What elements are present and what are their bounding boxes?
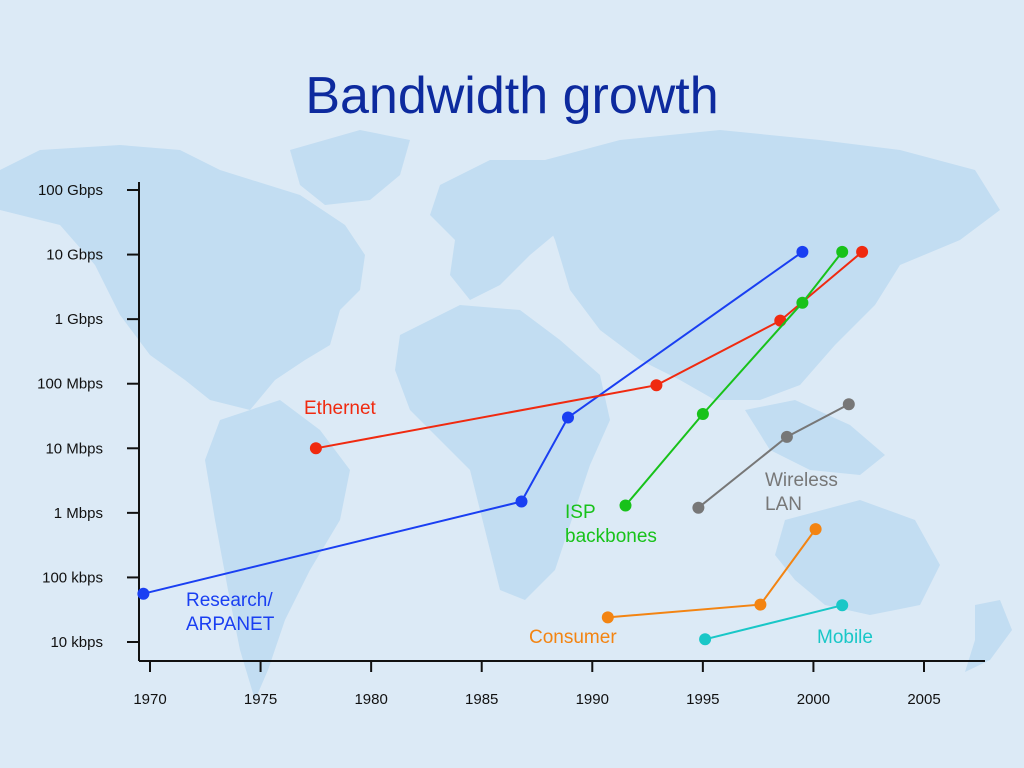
x-tick-label: 1970	[133, 691, 166, 708]
x-tick-label: 2005	[907, 691, 940, 708]
x-tick-label: 1985	[465, 691, 498, 708]
chart-series: Research/ARPANETEthernetISPbackbonesWire…	[137, 245, 873, 648]
y-tick-label: 100 kbps	[42, 569, 103, 586]
series-research-arpanet: Research/ARPANET	[137, 245, 809, 635]
data-point	[836, 599, 849, 612]
y-tick-label: 10 kbps	[50, 634, 103, 651]
data-point	[774, 314, 787, 327]
southeast-asia-shape	[745, 400, 885, 475]
slide-title: Bandwidth growth	[305, 67, 718, 125]
new-zealand-shape	[965, 600, 1012, 672]
data-point	[754, 598, 767, 611]
data-point	[650, 379, 663, 392]
data-point	[619, 499, 632, 512]
series-label-isp-backbones: backbones	[565, 526, 657, 547]
series-isp-backbones: ISP backbones	[565, 245, 849, 547]
series-label-research-arpanet: Research/	[186, 590, 273, 611]
x-tick-label: 1995	[686, 691, 719, 708]
x-tick-label: 1990	[576, 691, 609, 708]
data-point	[699, 633, 712, 646]
series-ethernet: Ethernet	[304, 245, 869, 455]
series-label-consumer: Consumer	[529, 627, 617, 648]
data-point	[796, 245, 809, 258]
data-point	[856, 245, 869, 258]
africa-shape	[395, 305, 610, 600]
series-label-ethernet: Ethernet	[304, 398, 377, 419]
y-tick-label: 100 Mbps	[37, 376, 103, 393]
data-point	[137, 587, 150, 600]
south-america-shape	[205, 400, 350, 700]
data-point	[692, 501, 705, 514]
greenland-shape	[290, 130, 410, 205]
australia-shape	[775, 500, 940, 615]
chart-axes: 10 kbps 100 kbps 1 Mbps 10 Mbps 100 Mbps 1 Gb…	[37, 182, 985, 708]
series-line-isp-backbones	[624, 251, 843, 507]
data-point	[515, 495, 528, 508]
data-point	[809, 523, 822, 536]
series-label-wireless-lan: LAN	[765, 494, 802, 515]
series-label-research-arpanet: ARPANET	[186, 614, 275, 635]
world-map-background	[0, 130, 1012, 700]
y-tick-label: 10 Mbps	[45, 440, 103, 457]
x-tick-label: 1975	[244, 691, 277, 708]
series-mobile: Mobile	[699, 599, 873, 648]
y-tick-label: 100 Gbps	[38, 182, 103, 199]
series-line-mobile	[704, 604, 843, 641]
asia-shape	[540, 130, 1000, 400]
data-point	[601, 611, 614, 624]
x-tick-label: 2000	[797, 691, 830, 708]
series-line-research-arpanet	[143, 251, 803, 595]
data-point	[696, 408, 709, 420]
series-line-ethernet	[315, 251, 863, 450]
x-tick-label: 1980	[354, 691, 387, 708]
data-point	[309, 442, 322, 455]
data-point	[562, 411, 574, 424]
y-tick-label: 10 Gbps	[46, 247, 103, 264]
data-point	[796, 296, 809, 309]
series-consumer: Consumer	[529, 523, 822, 648]
data-point	[780, 430, 793, 443]
series-label-mobile: Mobile	[817, 627, 873, 648]
y-tick-label: 1 Mbps	[54, 505, 103, 522]
y-tick-label: 1 Gbps	[55, 311, 103, 328]
series-label-wireless-lan: Wireless	[765, 470, 838, 491]
series-wireless-lan: Wireless LAN	[692, 398, 855, 515]
series-label-isp-backbones: ISP	[565, 502, 596, 523]
data-point	[842, 398, 855, 411]
north-america-shape	[0, 145, 365, 410]
data-point	[836, 245, 849, 258]
